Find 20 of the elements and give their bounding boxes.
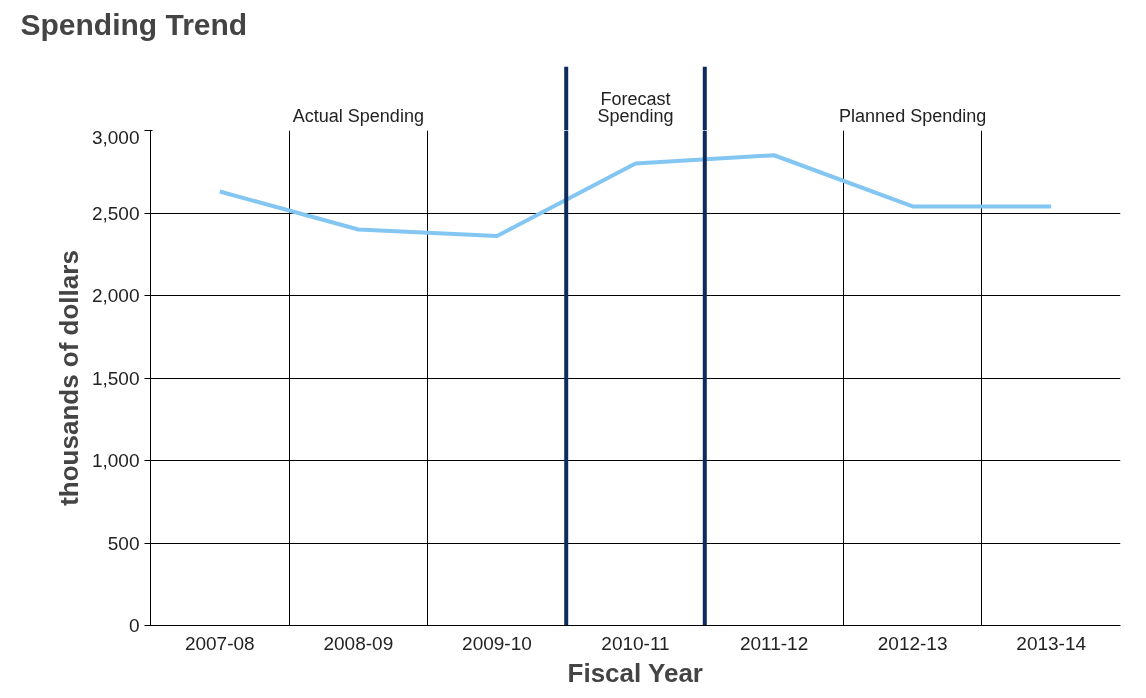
y-tick-label: 3,000 — [91, 126, 140, 148]
x-tick-label: 2011-12 — [739, 632, 809, 654]
chart-title: Spending Trend — [20, 7, 248, 41]
y-tick-label: 1,000 — [91, 450, 140, 471]
y-tick-label: 2,000 — [91, 285, 140, 306]
x-tick-label: 2010-11 — [601, 632, 670, 654]
x-tick-label: 2013-14 — [1016, 632, 1087, 654]
y-tick-label: 2,500 — [91, 202, 140, 224]
text: Planned Spending — [839, 106, 987, 127]
x-axis-title: Fiscal Year — [567, 657, 703, 688]
y-tick-label: 1,500 — [91, 367, 140, 389]
x-tick-label: 2012-13 — [877, 632, 948, 654]
y-tick-label: 500 — [107, 532, 140, 554]
x-tick-label: 2007-08 — [184, 632, 255, 654]
text: Actual Spending — [292, 106, 424, 127]
x-tick-label: 2008-09 — [323, 632, 394, 654]
x-tick-label: 2009-10 — [462, 632, 532, 654]
y-tick-label: 0 — [128, 615, 140, 636]
y-axis-title: thousands of dollars — [53, 250, 84, 506]
text: Forecast Spending — [597, 89, 674, 127]
